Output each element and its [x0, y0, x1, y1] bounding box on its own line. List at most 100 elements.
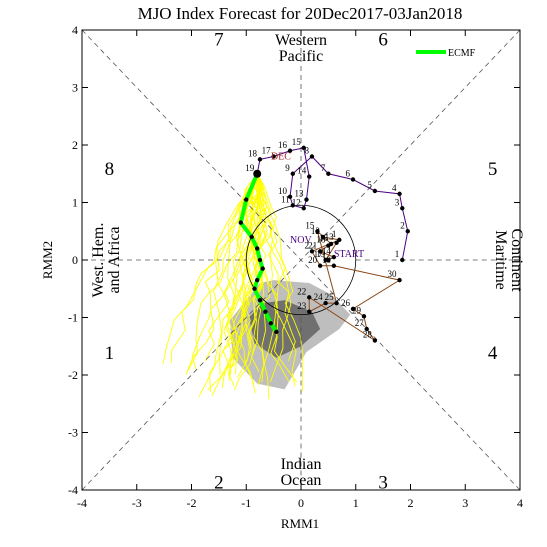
obs-nov-point: [334, 240, 339, 245]
month-label: DEC: [271, 151, 291, 162]
region-label: Maritime: [492, 230, 509, 290]
obs-dec-label: 16: [278, 140, 288, 150]
x-tick-label: -4: [77, 496, 87, 510]
phase-label: 6: [378, 30, 388, 51]
forecast-point: [255, 246, 260, 251]
obs-nov-point: [315, 229, 320, 234]
obs-nov-label: 25: [325, 292, 335, 302]
obs-dec-point: [326, 171, 331, 176]
obs-nov-label: 1: [332, 229, 337, 239]
y-tick-label: 3: [72, 81, 78, 95]
ensemble-track: [187, 173, 258, 372]
obs-nov-point: [323, 300, 328, 306]
obs-dec-point: [397, 191, 402, 197]
obs-nov-point: [317, 249, 323, 254]
obs-dec-label: 1: [395, 249, 400, 259]
obs-dec-point: [257, 157, 263, 162]
obs-dec-point: [372, 188, 378, 194]
obs-nov-label: 18: [316, 235, 326, 245]
y-tick-label: -3: [68, 426, 78, 440]
y-tick-label: -1: [68, 311, 78, 325]
obs-nov-point: [317, 263, 323, 268]
obs-nov-label: 30: [388, 269, 398, 279]
month-label: START: [334, 249, 364, 260]
obs-nov-label: 14: [322, 246, 332, 256]
obs-nov-point: [337, 237, 342, 243]
ensemble-track: [256, 173, 304, 392]
region-label: Pacific: [279, 48, 323, 65]
ensemble-track: [237, 173, 262, 378]
ensemble-track: [185, 173, 258, 376]
region-label: West. Hem.: [90, 223, 107, 298]
obs-nov-label: 13: [325, 232, 335, 242]
obs-dec-label: 3: [395, 197, 400, 207]
legend: ECMF: [416, 48, 476, 59]
legend-label: ECMF: [448, 48, 476, 59]
region-label: and Africa: [106, 226, 123, 293]
diagonal-line: [81, 29, 521, 491]
x-tick-label: -3: [132, 496, 142, 510]
forecast-point: [249, 234, 254, 240]
forecast-point: [260, 266, 265, 271]
forecast-point: [274, 329, 279, 335]
obs-dec-label: 19: [245, 163, 255, 173]
obs-dec-point: [290, 171, 295, 176]
obs-nov-point: [326, 243, 331, 248]
obs-nov-label: 24: [314, 292, 324, 302]
obs-dec-label: 12: [292, 197, 301, 207]
obs-nov-label: 23: [297, 301, 307, 311]
forecast-point: [257, 257, 263, 263]
ensemble-track: [162, 173, 258, 365]
obs-dec-point: [290, 203, 295, 208]
obs-nov-point: [331, 254, 337, 260]
region-label: Indian: [281, 456, 322, 473]
obs-dec-point: [287, 194, 293, 199]
obs-nov-label: 20: [308, 255, 318, 265]
obs-nov-point: [309, 249, 315, 254]
phase-label: 1: [105, 343, 115, 364]
obs-nov-point: [320, 234, 326, 240]
obs-nov-point: [307, 295, 312, 300]
y-tick-label: -2: [68, 368, 78, 382]
y-tick-label: -4: [68, 483, 78, 497]
ensemble-track: [256, 173, 296, 361]
ensemble-track: [227, 173, 261, 371]
obs-dec-label: 9: [285, 163, 290, 173]
ensemble-track: [246, 173, 264, 372]
obs-dec-label: 13: [294, 189, 304, 199]
obs-dec-label: 7: [321, 163, 326, 173]
forecast-point: [253, 169, 262, 178]
y-tick-label: 1: [72, 196, 78, 210]
obs-dec-point: [271, 154, 276, 159]
obs-nov-point: [334, 300, 339, 306]
phase-diagram-grid: [81, 29, 521, 491]
region-label: Ocean: [281, 472, 322, 489]
phase-label: 2: [214, 472, 224, 493]
obs-nov-label: 19: [316, 249, 326, 259]
obs-dec-label: 4: [392, 183, 397, 193]
obs-dec-point: [400, 206, 405, 211]
obs-nov-point: [350, 306, 356, 312]
obs-dec-label: 6: [346, 169, 351, 179]
obs-nov-label: 15: [305, 220, 315, 230]
ensemble-track: [233, 173, 267, 390]
obs-dec-label: 5: [367, 180, 372, 190]
x-tick-label: 1: [353, 496, 359, 510]
unit-circle: [245, 204, 357, 316]
obs-dec-point: [405, 229, 410, 234]
obs-dec-label: 15: [292, 137, 302, 147]
x-tick-label: 2: [408, 496, 414, 510]
x-tick-label: 3: [462, 496, 468, 510]
obs-dec-label: 14: [297, 166, 307, 176]
obs-nov-point: [397, 277, 402, 283]
obs-dec-point: [307, 174, 312, 179]
obs-nov-label: 28: [363, 330, 373, 340]
forecast-point: [257, 298, 263, 303]
obs-dec-point: [304, 197, 309, 202]
phase-label: 4: [488, 343, 498, 364]
phase-label: 3: [378, 472, 388, 493]
